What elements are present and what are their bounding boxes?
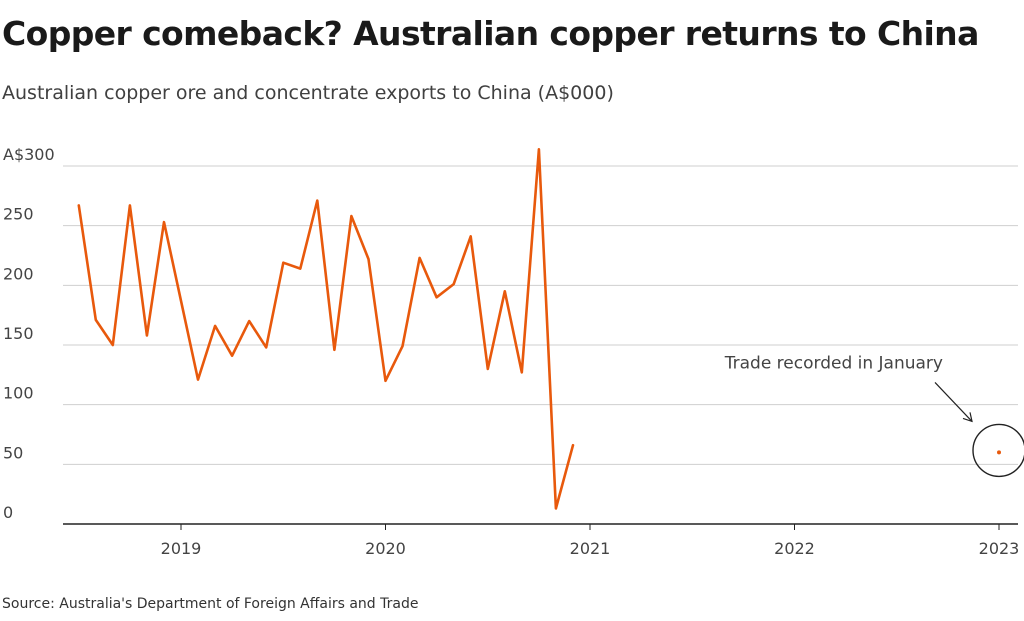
y-tick-label: 50 [3,443,23,462]
annotation-circle [972,423,1024,478]
x-tick-label: 2022 [774,539,815,558]
source-note: Source: Australia's Department of Foreig… [2,596,419,612]
gridlines [63,165,1018,525]
y-tick-label: A$300 [3,145,55,164]
data-point [997,450,1001,455]
chart-subtitle: Australian copper ore and concentrate ex… [2,82,614,104]
series-line [77,148,575,510]
annotation-label: Trade recorded in January [724,353,943,373]
annotation: Trade recorded in January [724,353,1024,478]
x-tick-label: 2023 [979,539,1020,558]
x-tick-label: 2019 [161,539,202,558]
x-tick-label: 2021 [570,539,611,558]
chart-title: Copper comeback? Australian copper retur… [2,14,979,53]
x-tick-label: 2020 [365,539,406,558]
y-tick-label: 100 [3,384,34,403]
y-tick-label: 250 [3,205,34,224]
series-layer [77,148,575,510]
y-tick-label: 200 [3,264,34,283]
y-axis-ticks: 0 50 100 150 200 250 A$300 [3,145,55,522]
x-axis-ticks: 2019 2020 2021 2022 2023 [161,524,1020,558]
annotation-arrowhead [962,412,973,423]
y-tick-label: 150 [3,324,34,343]
annotation-arrow [934,381,973,422]
y-tick-label: 0 [3,503,13,522]
